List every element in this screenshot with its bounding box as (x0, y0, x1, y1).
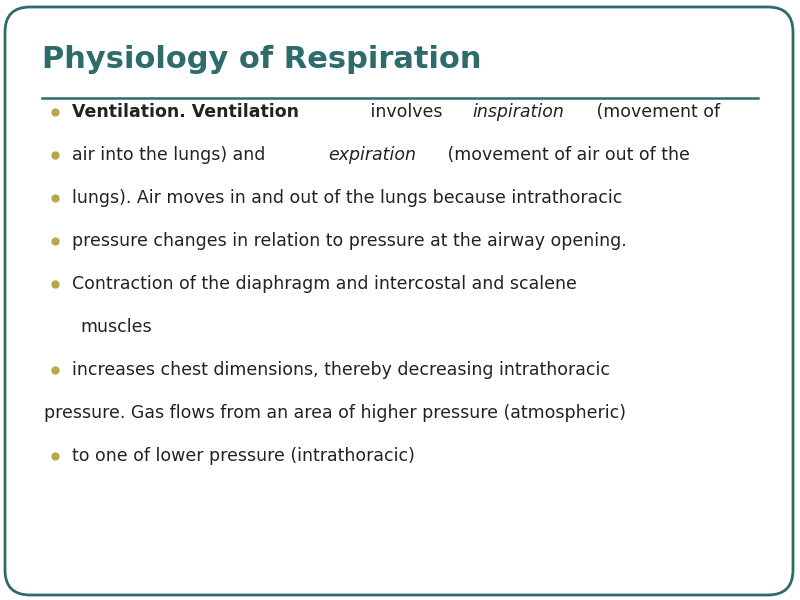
Text: pressure. Gas flows from an area of higher pressure (atmospheric): pressure. Gas flows from an area of high… (44, 404, 626, 422)
Text: Physiology of Respiration: Physiology of Respiration (42, 45, 482, 74)
Text: (movement of: (movement of (590, 103, 720, 121)
Text: (movement of air out of the: (movement of air out of the (442, 146, 690, 164)
Text: increases chest dimensions, thereby decreasing intrathoracic: increases chest dimensions, thereby decr… (72, 361, 610, 379)
Text: involves: involves (365, 103, 448, 121)
Text: pressure changes in relation to pressure at the airway opening.: pressure changes in relation to pressure… (72, 232, 626, 250)
Text: air into the lungs) and: air into the lungs) and (72, 146, 271, 164)
Text: to one of lower pressure (intrathoracic): to one of lower pressure (intrathoracic) (72, 447, 415, 465)
Text: lungs). Air moves in and out of the lungs because intrathoracic: lungs). Air moves in and out of the lung… (72, 189, 622, 207)
Text: inspiration: inspiration (472, 103, 564, 121)
Text: Ventilation. Ventilation: Ventilation. Ventilation (72, 103, 299, 121)
FancyBboxPatch shape (5, 7, 793, 595)
Text: muscles: muscles (80, 318, 152, 336)
Text: expiration: expiration (329, 146, 417, 164)
Text: Contraction of the diaphragm and intercostal and scalene: Contraction of the diaphragm and interco… (72, 275, 577, 293)
